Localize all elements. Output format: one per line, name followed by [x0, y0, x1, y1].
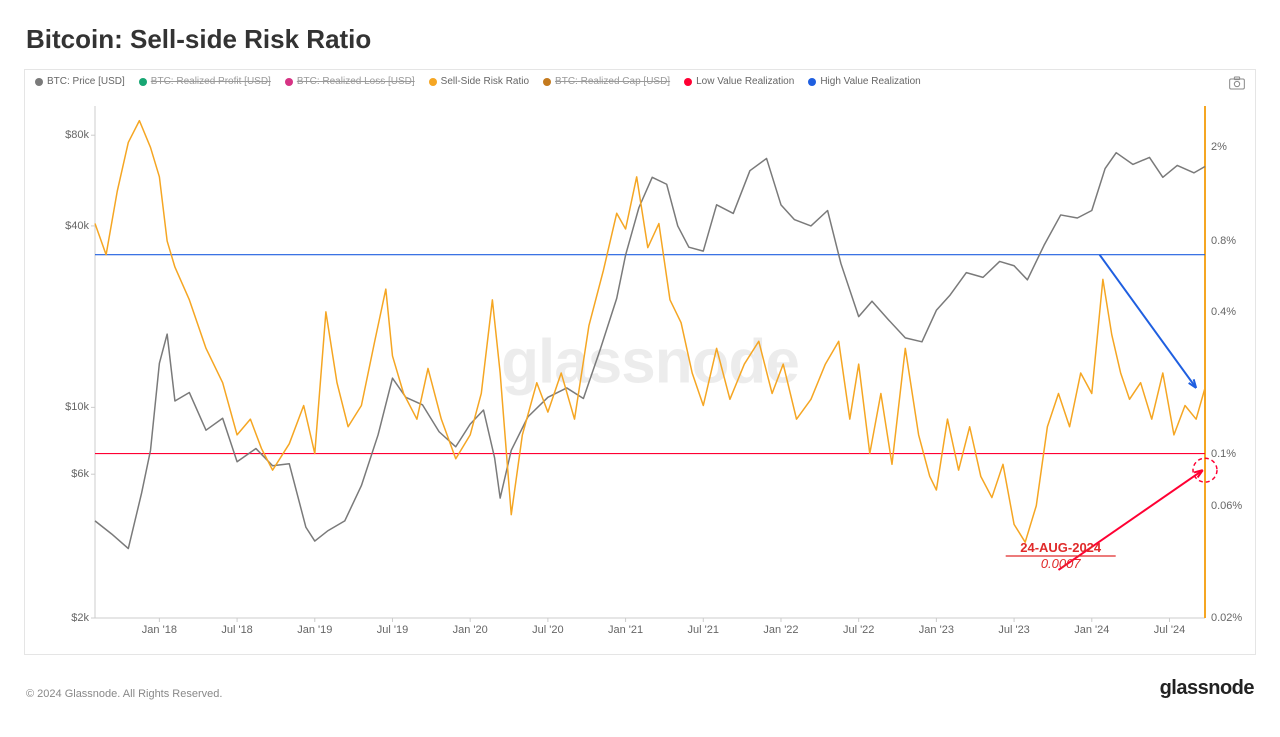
footer: © 2024 Glassnode. All Rights Reserved. g… — [24, 677, 1256, 700]
copyright: © 2024 Glassnode. All Rights Reserved. — [26, 688, 222, 700]
legend-dot — [429, 78, 437, 86]
x-tick: Jul '20 — [532, 618, 563, 636]
legend-item[interactable]: Low Value Realization — [684, 76, 794, 87]
y-left-tick: $10k — [39, 401, 95, 413]
page-title: Bitcoin: Sell-side Risk Ratio — [26, 24, 1256, 55]
legend-item[interactable]: Sell-Side Risk Ratio — [429, 76, 529, 87]
legend-dot — [35, 78, 43, 86]
camera-icon[interactable] — [1229, 76, 1245, 90]
y-right-tick: 0.8% — [1205, 235, 1236, 247]
x-tick: Jul '19 — [377, 618, 408, 636]
legend-item[interactable]: High Value Realization — [808, 76, 920, 87]
x-tick: Jan '22 — [763, 618, 798, 636]
x-tick: Jan '19 — [297, 618, 332, 636]
y-left-tick: $2k — [39, 612, 95, 624]
svg-text:0.0007: 0.0007 — [1041, 556, 1082, 571]
legend: BTC: Price [USD] BTC: Realized Profit [US… — [35, 76, 1215, 87]
x-tick: Jul '23 — [998, 618, 1029, 636]
chart-svg: 24-AUG-20240.0007 — [95, 106, 1205, 618]
plot-area: glassnode 24-AUG-20240.0007 $80k$40k$10k… — [95, 106, 1205, 618]
legend-dot — [139, 78, 147, 86]
y-right-tick: 0.1% — [1205, 448, 1236, 460]
x-tick: Jan '18 — [142, 618, 177, 636]
legend-dot — [684, 78, 692, 86]
y-right-tick: 0.02% — [1205, 612, 1242, 624]
x-tick: Jul '21 — [688, 618, 719, 636]
x-tick: Jul '18 — [221, 618, 252, 636]
svg-text:24-AUG-2024: 24-AUG-2024 — [1020, 540, 1102, 555]
legend-dot — [543, 78, 551, 86]
legend-label: BTC: Realized Profit [USD] — [151, 76, 271, 87]
legend-label: BTC: Price [USD] — [47, 76, 125, 87]
chart-container: BTC: Price [USD] BTC: Realized Profit [US… — [24, 69, 1256, 655]
legend-label: High Value Realization — [820, 76, 920, 87]
x-tick: Jul '24 — [1154, 618, 1185, 636]
brand-logo: glassnode — [1160, 677, 1254, 700]
y-left-tick: $6k — [39, 468, 95, 480]
legend-label: Low Value Realization — [696, 76, 794, 87]
legend-dot — [808, 78, 816, 86]
legend-dot — [285, 78, 293, 86]
legend-item[interactable]: BTC: Realized Profit [USD] — [139, 76, 271, 87]
y-left-tick: $40k — [39, 220, 95, 232]
x-tick: Jul '22 — [843, 618, 874, 636]
y-left-tick: $80k — [39, 129, 95, 141]
x-tick: Jan '20 — [453, 618, 488, 636]
x-tick: Jan '24 — [1074, 618, 1109, 636]
legend-label: BTC: Realized Loss [USD] — [297, 76, 415, 87]
y-right-tick: 0.06% — [1205, 500, 1242, 512]
x-tick: Jan '21 — [608, 618, 643, 636]
y-right-tick: 0.4% — [1205, 306, 1236, 318]
legend-item[interactable]: BTC: Realized Loss [USD] — [285, 76, 415, 87]
x-tick: Jan '23 — [919, 618, 954, 636]
legend-label: Sell-Side Risk Ratio — [441, 76, 529, 87]
legend-label: BTC: Realized Cap [USD] — [555, 76, 670, 87]
legend-item[interactable]: BTC: Price [USD] — [35, 76, 125, 87]
legend-item[interactable]: BTC: Realized Cap [USD] — [543, 76, 670, 87]
page: Bitcoin: Sell-side Risk Ratio BTC: Price… — [0, 0, 1280, 737]
y-right-tick: 2% — [1205, 141, 1227, 153]
